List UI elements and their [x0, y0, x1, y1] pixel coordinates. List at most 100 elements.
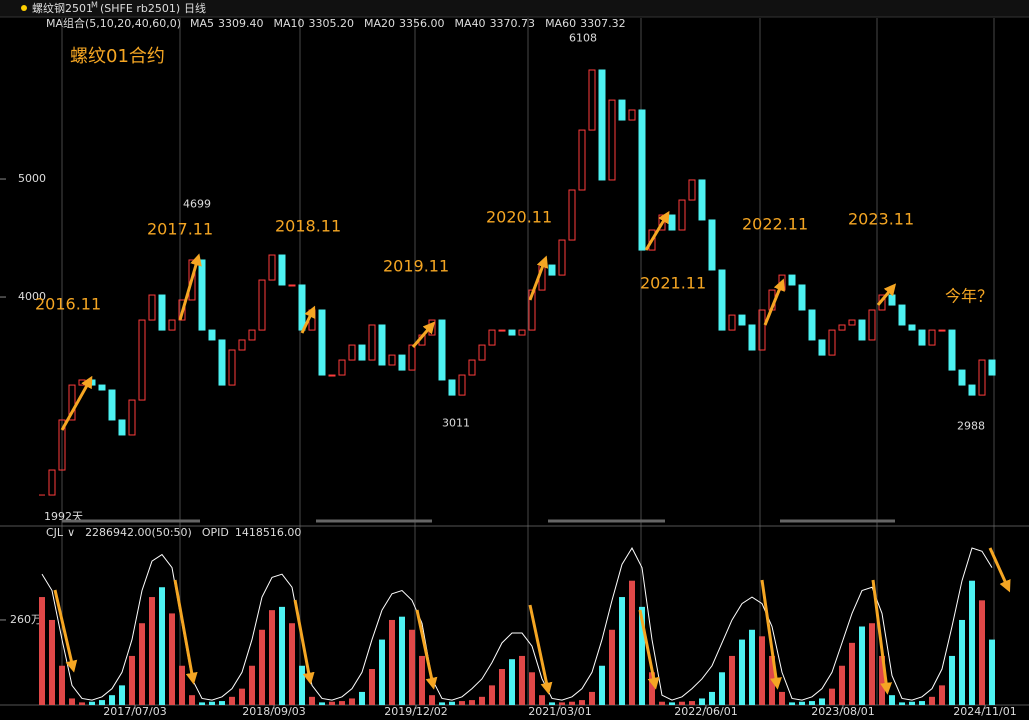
volume-bar [839, 665, 845, 705]
candle [578, 129, 586, 191]
volume-bar [369, 669, 375, 705]
arrow [411, 321, 436, 348]
candle [248, 329, 256, 341]
candle [388, 354, 396, 366]
volume-bar [339, 701, 345, 705]
volume-bar [299, 665, 305, 705]
y-tick-label: 260万 [10, 613, 42, 626]
volume-bar [329, 701, 335, 705]
candle [218, 339, 226, 386]
volume-bar [359, 691, 365, 705]
candle [918, 329, 926, 346]
volume-bar [439, 702, 445, 705]
annotation: 2023.11 [848, 210, 914, 229]
series-name: OPID [202, 526, 229, 539]
arrow [988, 547, 1011, 593]
candle [268, 254, 276, 281]
arrow [173, 579, 198, 685]
volume-bar [399, 616, 405, 705]
volume-bar [809, 701, 815, 705]
volume-bar [959, 619, 965, 705]
volume-bar [819, 698, 825, 705]
candle [488, 329, 496, 346]
candle [318, 309, 326, 376]
volume-bar [569, 701, 575, 705]
volume-bar [499, 669, 505, 705]
candle [148, 294, 156, 321]
volume-bar [59, 665, 65, 705]
volume-bar [389, 619, 395, 705]
volume-bar [979, 600, 985, 705]
ma-label[interactable]: MA组合(5,10,20,40,60,0) [46, 16, 181, 30]
volume-bar [419, 655, 425, 705]
candle [168, 319, 176, 331]
volume-bar [469, 700, 475, 705]
annotation: 2022.11 [742, 215, 808, 234]
candle [748, 324, 756, 351]
volume-bar [779, 691, 785, 705]
volume-bar [229, 696, 235, 705]
period[interactable]: 日线 [184, 1, 206, 15]
candle [128, 399, 136, 436]
volume-bar [659, 701, 665, 705]
candle [758, 309, 766, 351]
annotation: 2020.11 [486, 208, 552, 227]
candle [178, 299, 186, 321]
volume-bar [509, 659, 515, 705]
candle [378, 324, 386, 366]
volume-bar [449, 701, 455, 705]
arrow [760, 579, 782, 690]
candle [518, 329, 526, 336]
candle [278, 254, 286, 286]
volume-bar [749, 629, 755, 705]
volume-bar [739, 639, 745, 705]
candle [898, 304, 906, 326]
volume-bar [939, 685, 945, 705]
volume-bar [639, 606, 645, 705]
volume-bar [549, 702, 555, 705]
volume-bar [459, 701, 465, 705]
candle [338, 359, 346, 376]
candle [688, 179, 696, 201]
volume-bar [529, 672, 535, 705]
arrow [763, 278, 785, 326]
volume-bar [609, 629, 615, 705]
candle [98, 384, 106, 391]
volume-bar [129, 655, 135, 705]
volume-bar [799, 701, 805, 705]
x-tick-label: 2022/06/01 [674, 705, 737, 718]
volume-bar [729, 655, 735, 705]
volume-bar [309, 696, 315, 705]
volume-bar [189, 695, 195, 705]
candle [568, 189, 576, 241]
volume-bar [559, 702, 565, 705]
volume-bar [709, 691, 715, 705]
ma-name: MA10 [274, 17, 305, 30]
y-tick-label: 5000 [18, 172, 46, 185]
volume-bar [539, 695, 545, 705]
annotation: 2016.11 [35, 295, 101, 314]
candle [808, 309, 816, 341]
arrow [415, 609, 438, 690]
ma-value: 3305.20 [309, 17, 355, 30]
annotation: 2019.11 [383, 257, 449, 276]
arrow [178, 253, 202, 321]
candle [208, 329, 216, 341]
candle [398, 354, 406, 371]
volume-bar [969, 580, 975, 705]
ma-name: MA20 [364, 17, 395, 30]
candle [238, 339, 246, 351]
volume-bar [929, 696, 935, 705]
volume-bar [899, 702, 905, 705]
volume-bar [949, 655, 955, 705]
series-value: 1418516.00 [235, 526, 301, 539]
volume-bar [699, 698, 705, 705]
candle [608, 99, 616, 181]
price-label: 4699 [183, 198, 211, 211]
volume-bar [489, 685, 495, 705]
series-value: 2286942.00(50:50) [85, 526, 192, 539]
candle [638, 109, 646, 251]
volume-bar [679, 701, 685, 705]
symbol[interactable]: 螺纹钢2501 [32, 1, 93, 15]
volume-bar [879, 655, 885, 705]
